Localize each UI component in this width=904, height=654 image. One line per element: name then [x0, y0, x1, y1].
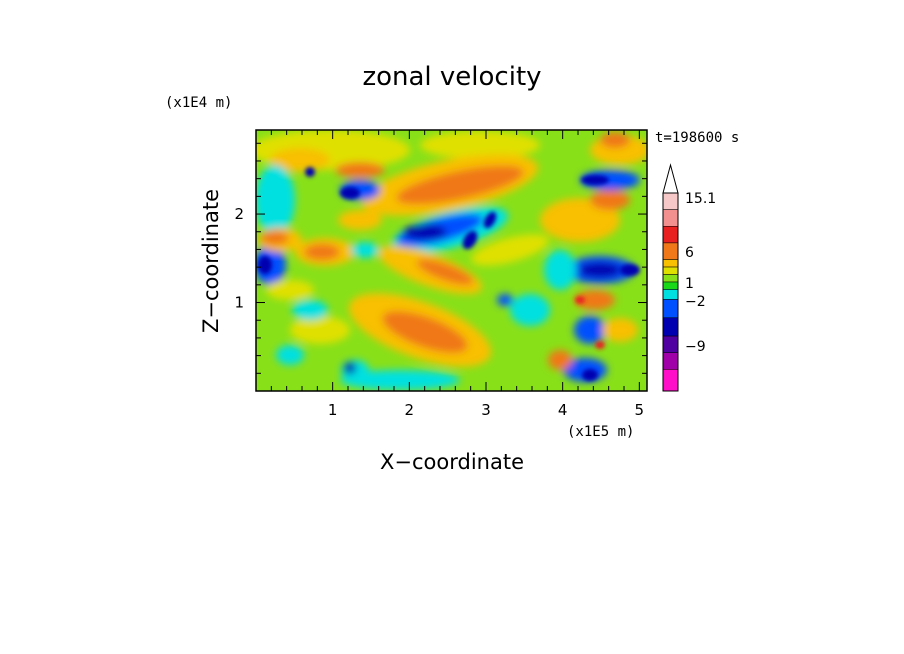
blob — [575, 290, 615, 310]
blob — [462, 230, 478, 250]
blob — [574, 316, 606, 344]
blob — [270, 148, 330, 172]
blob — [548, 350, 572, 370]
y-tick-label: 1 — [234, 294, 244, 312]
blob — [403, 224, 447, 240]
x-unit-label: (x1E5 m) — [567, 424, 634, 440]
plot-frame — [255, 129, 648, 392]
blob — [595, 341, 605, 349]
colorbar-extend-arrow — [662, 163, 679, 194]
y-unit-label: (x1E4 m) — [165, 95, 232, 111]
colorbar — [662, 163, 679, 392]
blob — [266, 280, 314, 300]
colorbar-swatch — [662, 299, 679, 319]
colorbar-frame — [662, 192, 679, 392]
field-fine-structure — [258, 167, 640, 381]
colorbar-label: 15.1 — [685, 191, 716, 207]
blob — [335, 162, 385, 178]
blob — [483, 211, 497, 229]
colorbar-swatch — [662, 274, 679, 283]
blob — [338, 210, 382, 230]
blob — [256, 165, 295, 235]
blob — [578, 262, 622, 278]
colorbar-label: 6 — [685, 245, 694, 261]
blob — [497, 294, 513, 306]
blob — [261, 231, 289, 245]
blob — [544, 250, 576, 290]
colorbar-swatch — [662, 281, 679, 290]
blob — [292, 300, 328, 320]
x-tick-label: 4 — [558, 401, 568, 419]
blob — [304, 244, 340, 260]
blob — [581, 175, 609, 185]
y-axis-label: Z−coordinate — [199, 189, 223, 333]
colorbar-swatch — [662, 317, 679, 337]
colorbar-label: 1 — [685, 276, 694, 292]
colorbar-swatch — [662, 266, 679, 275]
x-tick-label: 3 — [481, 401, 491, 419]
colorbar-label: −2 — [685, 294, 706, 310]
time-label: t=198600 s — [655, 130, 739, 146]
blob — [382, 311, 468, 353]
colorbar-swatch — [662, 289, 679, 300]
colorbar-swatch — [662, 335, 679, 353]
blob — [416, 259, 474, 285]
blob — [600, 132, 630, 148]
chart-title: zonal velocity — [362, 62, 541, 92]
blob — [396, 165, 524, 205]
blob — [340, 370, 460, 390]
blob — [590, 190, 630, 210]
blob — [305, 167, 315, 177]
blob — [510, 294, 550, 326]
colorbar-swatch — [662, 242, 679, 260]
blob — [575, 296, 585, 304]
blob — [540, 198, 620, 242]
x-tick-label: 5 — [635, 401, 645, 419]
blob — [258, 256, 272, 274]
heatmap-field — [256, 130, 647, 391]
colorbar-swatch — [662, 209, 679, 227]
blob — [351, 242, 379, 258]
colorbar-swatch — [662, 352, 679, 370]
colorbar-swatch — [662, 369, 679, 392]
blob — [471, 234, 549, 266]
blob — [420, 131, 540, 159]
blob — [620, 264, 640, 276]
blob — [344, 362, 356, 374]
colorbar-swatch — [662, 259, 679, 268]
colorbar-label: −9 — [685, 339, 706, 355]
x-axis-label: X−coordinate — [380, 450, 524, 474]
x-tick-label: 2 — [405, 401, 415, 419]
blob — [290, 316, 350, 344]
blob — [276, 345, 304, 365]
axis-ticks — [256, 130, 647, 391]
x-tick-label: 1 — [328, 401, 338, 419]
colorbar-swatch — [662, 192, 679, 210]
blob — [582, 369, 598, 381]
y-tick-label: 2 — [234, 205, 244, 223]
colorbar-swatch — [662, 226, 679, 244]
blob — [602, 318, 638, 342]
blob — [340, 187, 360, 199]
